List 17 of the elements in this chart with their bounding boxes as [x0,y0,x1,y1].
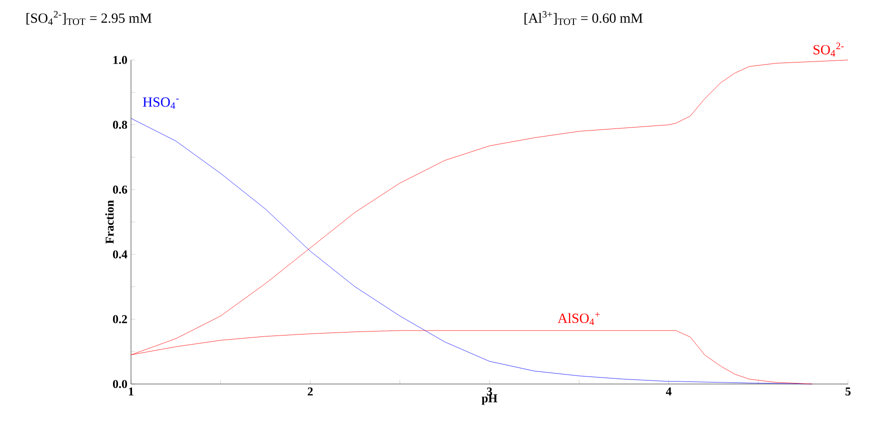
y-tick-label: 0.0 [112,380,128,388]
x-tick-label: 1 [128,388,134,396]
series-label: HSO$_{4}$- [142,97,179,109]
y-tick-label: 0.6 [112,186,128,194]
x-tick-label: 4 [666,388,672,396]
y-tick-label: 0.2 [112,315,127,324]
series-label: AlSO$_{4}$+ [558,312,600,326]
y-axis-title: Fraction [105,200,114,244]
text: [SO$_{4}$$^{2-}$]$_{TOT}$ = 2.95 mM [26,11,152,25]
series-label: SO$_{4}$2- [814,42,844,56]
x-tick-label: 2 [308,388,313,396]
y-tick-label: 0.8 [112,120,128,129]
text: [Al$^{3+}$]$_{TOT}$ = 0.60 mM [524,11,643,25]
y-tick-label: 1.0 [113,56,128,64]
x-tick-label: 5 [846,388,851,396]
x-axis-title: pH [482,394,498,405]
y-tick-label: 0.4 [112,250,128,258]
